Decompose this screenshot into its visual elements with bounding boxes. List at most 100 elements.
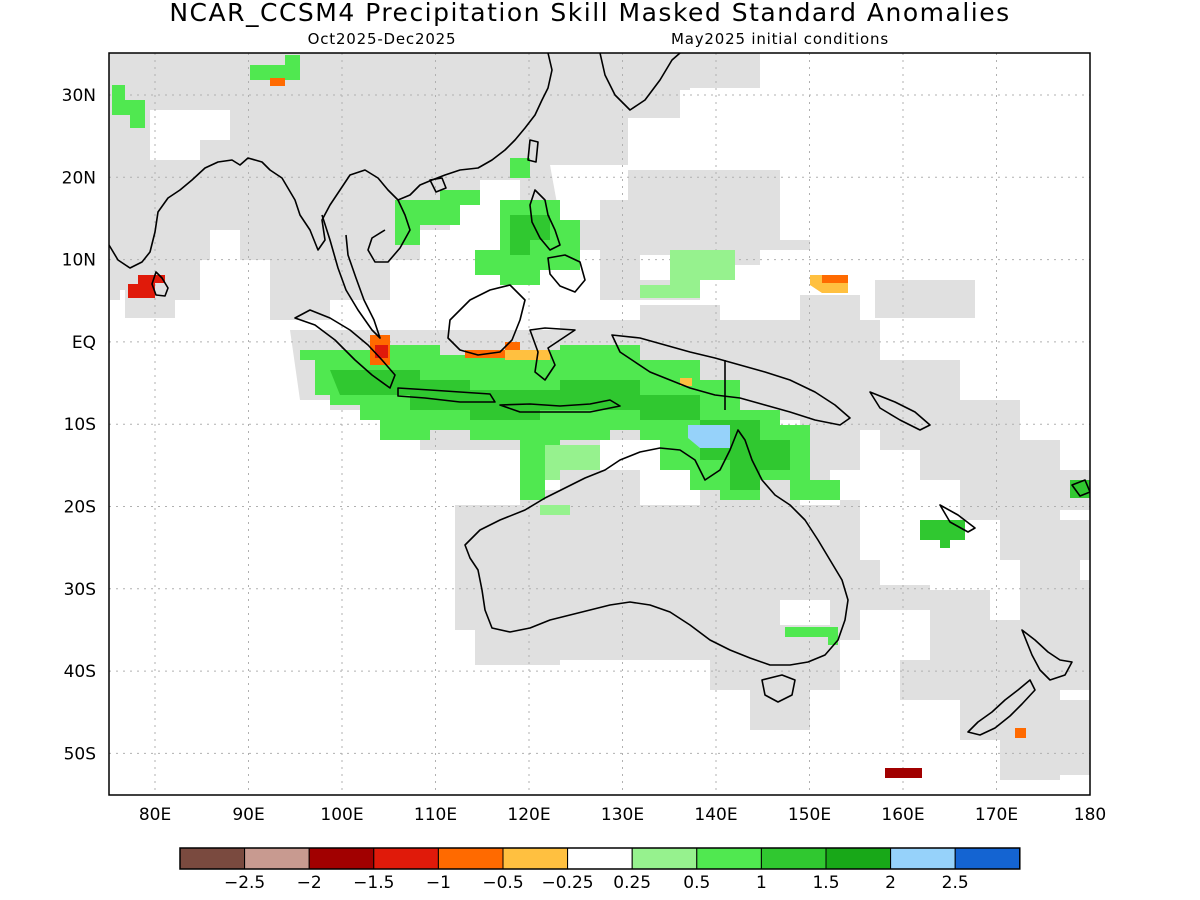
- coast-sri-lanka: [151, 271, 169, 297]
- coast-java: [397, 387, 496, 403]
- positive-anomaly-core: [330, 370, 700, 420]
- coast-nz-north: [1021, 629, 1073, 681]
- latitude-label: 40S: [64, 662, 96, 682]
- longitude-label: 140E: [694, 805, 737, 825]
- colorbar-label: −1: [426, 873, 451, 893]
- positive-anomaly-west-pacific: [640, 250, 735, 298]
- negative-anomaly-nz-south: [1015, 728, 1026, 738]
- latitude-label: EQ: [72, 333, 96, 353]
- mask-pacific-north: [875, 280, 975, 318]
- coast-new-guinea: [611, 334, 851, 426]
- colorbar-swatch: [437, 847, 504, 870]
- weak-positive-timor: [545, 445, 600, 480]
- positive-anomaly-new-caledonia: [920, 520, 965, 548]
- longitude-label: 110E: [414, 805, 457, 825]
- coast-hainan: [429, 177, 447, 193]
- colorbar-swatch: [696, 847, 762, 870]
- colorbar-swatch: [760, 847, 827, 870]
- mask-pacific-north-2: [800, 295, 860, 318]
- coast-australia: [464, 429, 849, 666]
- colorbar-label: 0.25: [613, 873, 651, 893]
- mask-tropical-south-pacific: [1000, 520, 1090, 560]
- latitude-label: 20S: [64, 498, 96, 518]
- colorbar-swatch: [825, 847, 892, 870]
- coast-sulawesi: [529, 327, 576, 381]
- colorbar-swatch: [373, 847, 439, 870]
- positive-anomaly-tasman: [785, 627, 838, 645]
- positive-anomaly-himalaya: [250, 55, 300, 80]
- latitude-label: 10S: [64, 415, 96, 435]
- mask-west-edge: [109, 53, 120, 300]
- latitude-label: 30S: [64, 580, 96, 600]
- mask-australia: [455, 470, 930, 730]
- colorbar-label: −2: [297, 873, 322, 893]
- latitude-label: 50S: [64, 744, 96, 764]
- coast-tasmania: [761, 674, 796, 703]
- map-panel: [108, 52, 1091, 796]
- weak-negative-new-guinea: [680, 378, 692, 386]
- negative-core-sumatra: [375, 345, 388, 358]
- longitude-label: 180: [1074, 805, 1106, 825]
- colorbar-label: −1.5: [353, 873, 394, 893]
- colorbar-label: 2: [885, 873, 896, 893]
- colorbar-label: −0.25: [542, 873, 594, 893]
- latitude-labels: 30N 20N 10N EQ 10S 20S 30S 40S 50S: [62, 86, 96, 764]
- strong-positive-gulf: [688, 425, 730, 448]
- map-frame: [108, 52, 1091, 796]
- latitude-label: 10N: [62, 251, 96, 271]
- coast-fiji: [1071, 479, 1090, 497]
- forecast-period: Oct2025-Dec2025: [308, 30, 457, 48]
- coast-taiwan: [527, 139, 539, 163]
- colorbar: −2.5 −2 −1.5 −1 −0.5 −0.25 0.25 0.5 1 1.5 2 2.5: [179, 847, 1021, 893]
- coast-sumatra: [294, 309, 396, 389]
- colorbar-label: 1.5: [812, 873, 839, 893]
- mask-tasman: [900, 560, 1090, 780]
- coast-luzon: [529, 189, 561, 251]
- coast-indochina: [367, 199, 411, 263]
- colorbar-swatch: [179, 847, 246, 870]
- latitude-label: 30N: [62, 86, 96, 106]
- weak-positive-wa: [540, 505, 570, 515]
- longitude-label: 90E: [232, 805, 264, 825]
- positive-core-philippines: [510, 215, 550, 255]
- coast-korea-japan: [599, 53, 681, 111]
- negative-anomaly-sri-lanka: [128, 275, 165, 298]
- mask-south-dateline: [1050, 700, 1090, 775]
- anomaly-patches: [112, 55, 1090, 778]
- weak-negative-sulawesi: [505, 350, 550, 360]
- longitude-label: 150E: [788, 805, 831, 825]
- longitude-label: 160E: [881, 805, 924, 825]
- colorbar-frame: [179, 847, 1021, 870]
- colorbar-swatch: [502, 847, 569, 870]
- colorbar-label: 1: [756, 873, 767, 893]
- colorbar-label: 0.5: [683, 873, 710, 893]
- longitude-label: 100E: [320, 805, 363, 825]
- colorbar-swatch: [308, 847, 375, 870]
- longitude-labels: 80E 90E 100E 110E 120E 130E 140E 150E 160E 170E 18…: [139, 805, 1106, 825]
- colorbar-swatch: [631, 847, 698, 870]
- negative-anomaly-micronesia: [822, 275, 848, 283]
- colorbar-label: 2.5: [942, 873, 969, 893]
- latitude-label: 20N: [62, 168, 96, 188]
- coast-india: [109, 53, 553, 269]
- coast-mindanao: [547, 254, 586, 293]
- map-title: NCAR_CCSM4 Precipitation Skill Masked St…: [169, 0, 1010, 27]
- colorbar-label: −0.5: [482, 873, 523, 893]
- coast-borneo: [447, 284, 526, 356]
- colorbar-swatch: [954, 847, 1021, 870]
- positive-anomaly-taiwan: [510, 158, 530, 178]
- coast-solomons: [869, 391, 931, 431]
- unmasked-gaps: [150, 90, 830, 625]
- coast-lesser-sunda: [499, 399, 621, 413]
- colorbar-label: −2.5: [224, 873, 265, 893]
- coastlines: [109, 53, 1090, 736]
- coast-malay-peninsula: [321, 214, 381, 339]
- coast-nz-south: [967, 679, 1036, 736]
- mask-asia: [109, 53, 810, 320]
- strong-negative-southern-ocean: [885, 768, 922, 778]
- positive-anomaly-indochina: [395, 190, 480, 245]
- longitude-label: 170E: [975, 805, 1018, 825]
- longitude-label: 80E: [139, 805, 171, 825]
- colorbar-swatch: [244, 847, 310, 870]
